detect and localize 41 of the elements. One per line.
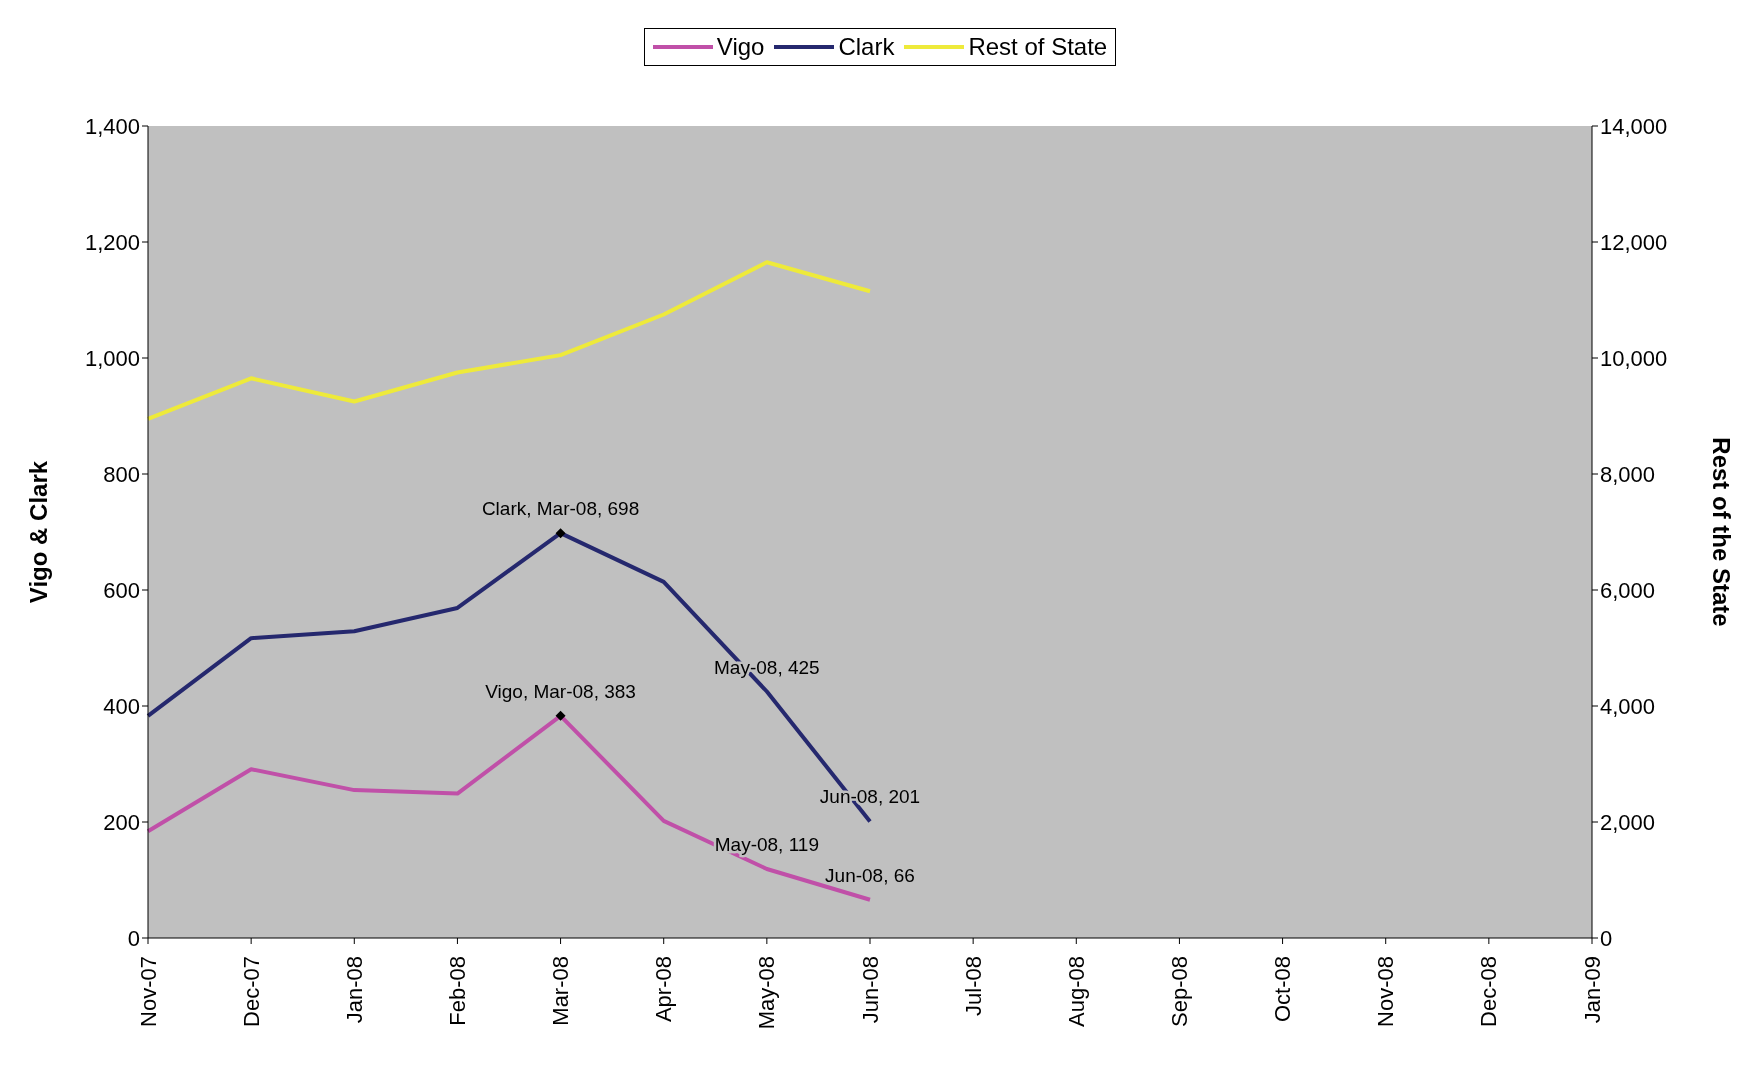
legend-label: Rest of State	[967, 33, 1108, 61]
x-tick-label: Mar-08	[548, 956, 574, 1026]
y2-tick-label: 8,000	[1600, 461, 1656, 487]
y2-tick-label: 14,000	[1600, 113, 1668, 139]
data-label: Vigo, Mar-08, 383	[485, 680, 636, 702]
x-tick-label: Jul-08	[960, 956, 986, 1016]
y2-tick-label: 4,000	[1600, 693, 1656, 719]
x-tick-label: Oct-08	[1270, 956, 1296, 1023]
x-tick-label: Nov-07	[135, 956, 161, 1027]
y2-tick-label: 2,000	[1600, 809, 1656, 835]
y-tick-label: 1,400	[84, 113, 140, 139]
legend-label: Vigo	[715, 33, 765, 61]
y-tick-label: 400	[103, 693, 140, 719]
y-tick-label: 1,000	[84, 345, 140, 371]
y-axis-title: Vigo & Clark	[24, 460, 52, 604]
y2-axis-title: Rest of the State	[1708, 437, 1736, 627]
y2-tick-label: 12,000	[1600, 229, 1668, 255]
x-tick-label: Aug-08	[1063, 956, 1089, 1027]
x-tick-label: Jan-09	[1579, 956, 1605, 1024]
x-tick-label: Feb-08	[444, 956, 470, 1026]
y-tick-label: 600	[103, 577, 140, 603]
y2-tick-label: 10,000	[1600, 345, 1668, 371]
y-tick-label: 0	[127, 925, 140, 951]
data-label: Jun-08, 66	[825, 864, 915, 886]
legend-label: Clark	[837, 33, 895, 61]
x-tick-label: Sep-08	[1166, 956, 1192, 1027]
y2-tick-label: 0	[1600, 925, 1613, 951]
y-tick-label: 800	[103, 461, 140, 487]
y-tick-label: 1,200	[84, 229, 140, 255]
y-tick-label: 200	[103, 809, 140, 835]
x-tick-label: Apr-08	[651, 956, 677, 1023]
x-tick-label: Jan-08	[341, 956, 367, 1024]
x-tick-label: Dec-07	[238, 956, 264, 1027]
x-tick-label: Jun-08	[857, 956, 883, 1024]
line-series	[146, 260, 872, 421]
x-tick-label: May-08	[754, 956, 780, 1030]
y2-tick-label: 6,000	[1600, 577, 1656, 603]
data-label: Clark, Mar-08, 698	[481, 498, 640, 520]
data-label: May-08, 119	[714, 833, 819, 855]
x-tick-label: Dec-08	[1476, 956, 1502, 1027]
x-tick-label: Nov-08	[1373, 956, 1399, 1027]
